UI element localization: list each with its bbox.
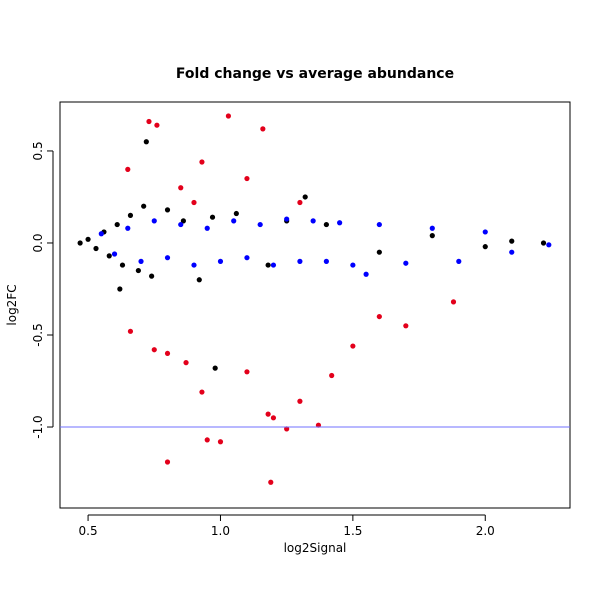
point (284, 216, 290, 222)
point (178, 185, 184, 191)
point (429, 233, 435, 239)
point (111, 251, 118, 257)
x-tick-label: 1.0 (211, 524, 230, 538)
point (270, 262, 277, 268)
point (204, 225, 210, 231)
point (106, 253, 112, 259)
plot-box (59, 101, 571, 509)
chart-title: Fold change vs average abundance (176, 66, 454, 82)
point (482, 244, 488, 250)
point (323, 221, 329, 228)
point (199, 389, 205, 395)
point (244, 255, 250, 261)
y-tick-label: 0.5 (31, 141, 45, 160)
point (149, 273, 155, 279)
point (154, 122, 160, 128)
point (260, 126, 266, 132)
point (225, 113, 232, 119)
point (268, 479, 274, 485)
point (429, 225, 435, 231)
point (138, 258, 144, 264)
y-tick-label: 0.0 (31, 233, 45, 252)
point (199, 159, 205, 165)
point (350, 262, 356, 268)
point (125, 225, 131, 231)
point (151, 347, 157, 353)
point (233, 210, 239, 217)
point (297, 199, 303, 206)
point (540, 240, 547, 246)
point (315, 422, 322, 428)
point (270, 415, 277, 421)
point (212, 365, 218, 371)
point (217, 439, 224, 445)
point (265, 411, 271, 417)
x-axis-label: log2Signal (284, 541, 347, 555)
point (178, 221, 184, 228)
point (509, 238, 515, 244)
point (127, 212, 134, 218)
point (164, 459, 171, 465)
point (244, 175, 250, 182)
y-tick-label: -0.5 (31, 323, 45, 346)
point (143, 139, 149, 145)
point (146, 118, 152, 125)
point (209, 214, 216, 220)
point (204, 437, 210, 443)
point (257, 221, 263, 228)
point (376, 313, 382, 320)
point (196, 277, 202, 283)
point (125, 166, 131, 172)
y-tick-label: -1.0 (31, 415, 45, 438)
point (93, 245, 99, 252)
point (183, 360, 189, 366)
point (450, 299, 457, 305)
point (117, 286, 123, 292)
x-tick-label: 1.5 (343, 524, 362, 538)
point (135, 267, 141, 274)
point (191, 199, 197, 206)
point (302, 194, 308, 200)
point (310, 218, 316, 224)
point (164, 207, 171, 213)
point (403, 260, 409, 266)
point (265, 262, 271, 268)
point (376, 249, 382, 255)
point (119, 262, 126, 268)
point (329, 372, 335, 379)
point (337, 220, 343, 226)
point (363, 271, 369, 277)
y-axis-label: log2FC (5, 284, 19, 325)
point (297, 258, 303, 264)
point (244, 369, 250, 375)
point (164, 350, 171, 357)
point (114, 221, 120, 228)
point (509, 249, 515, 255)
x-tick-label: 2.0 (476, 524, 495, 538)
point (141, 203, 147, 209)
point (85, 236, 91, 242)
point (323, 258, 329, 264)
point (191, 262, 197, 268)
point (98, 231, 104, 237)
point (297, 398, 303, 404)
point (164, 255, 171, 261)
point (546, 242, 552, 248)
point (77, 240, 83, 246)
point (456, 258, 462, 264)
point (350, 343, 356, 349)
point (217, 258, 224, 264)
point (376, 221, 382, 228)
point (151, 218, 157, 224)
point (231, 218, 237, 224)
point (127, 328, 134, 334)
point (403, 323, 409, 329)
point (180, 218, 186, 224)
point (284, 426, 290, 432)
point (482, 229, 488, 235)
x-tick-label: 0.5 (79, 524, 98, 538)
